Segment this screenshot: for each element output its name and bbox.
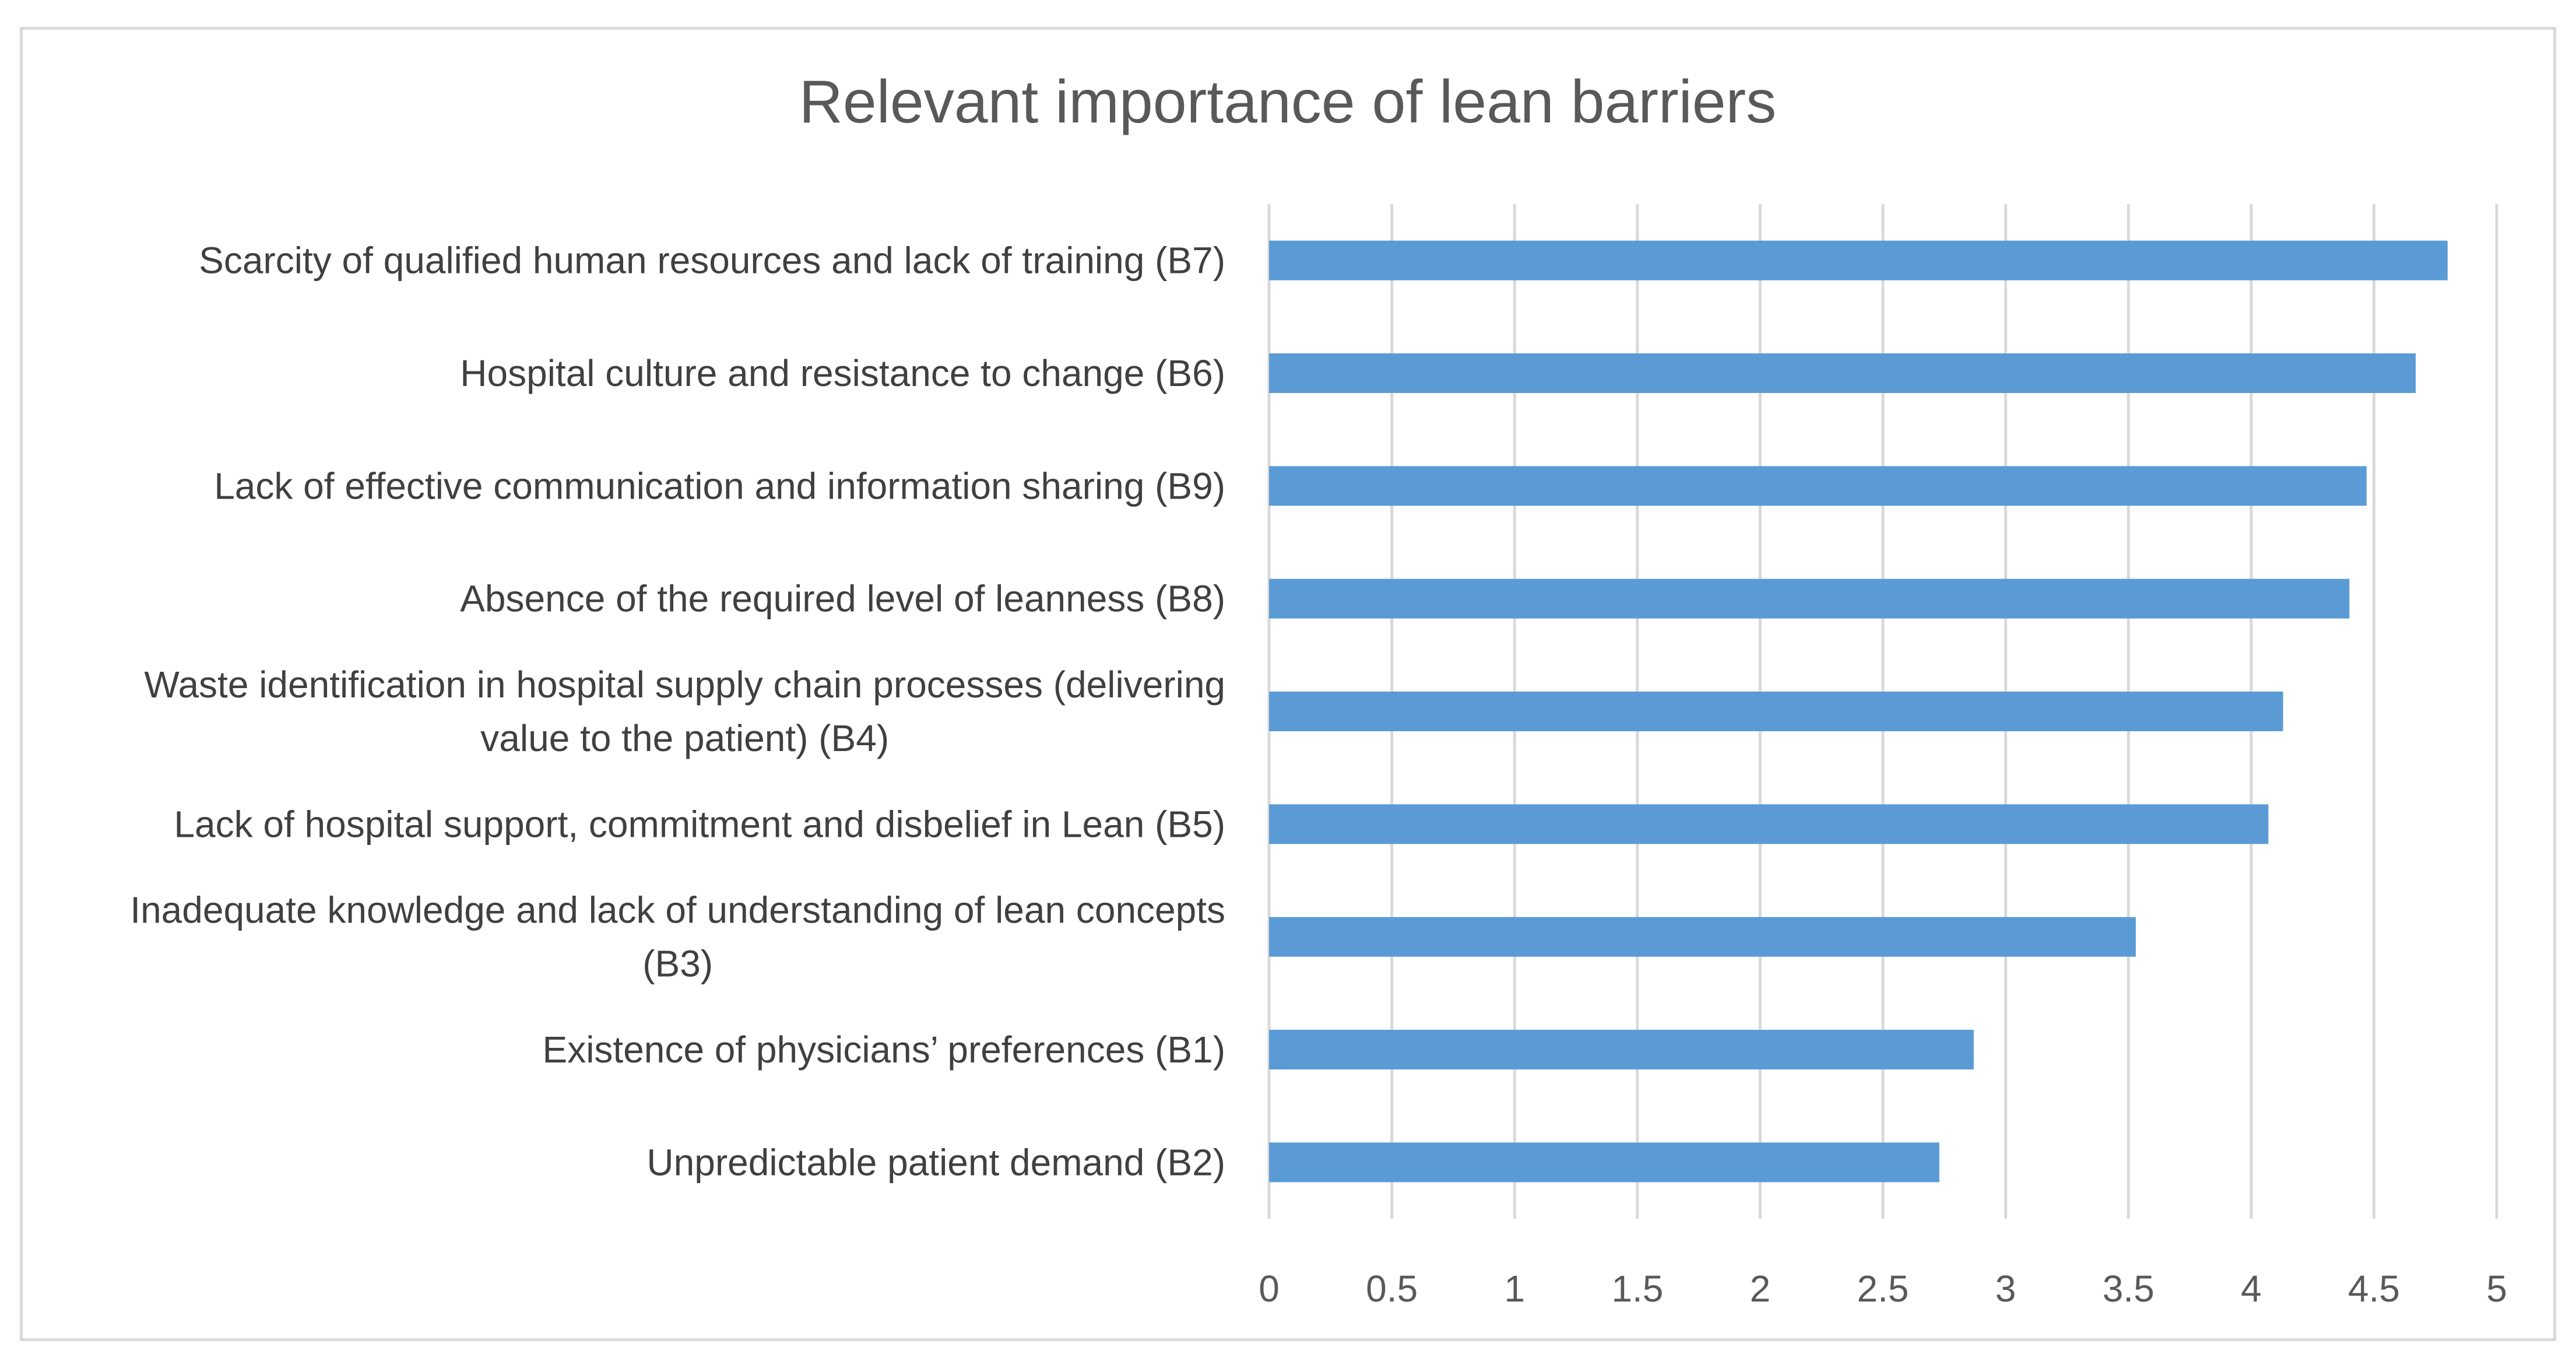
category-label: Lack of hospital support, commitment and… <box>174 803 1225 845</box>
x-tick-label: 0.5 <box>1366 1268 1418 1310</box>
bar <box>1269 917 2136 957</box>
bar <box>1269 466 2367 506</box>
bar <box>1269 578 2350 619</box>
bars <box>1269 240 2448 1183</box>
x-tick-label: 1.5 <box>1611 1268 1663 1310</box>
x-tick-label: 4.5 <box>2348 1268 2400 1310</box>
bar <box>1269 353 2416 393</box>
category-label-line: (B3) <box>642 943 713 985</box>
category-label: Lack of effective communication and info… <box>214 465 1225 507</box>
category-label-line: Absence of the required level of leannes… <box>460 578 1225 620</box>
x-tick-label: 2 <box>1750 1268 1771 1310</box>
category-label: Absence of the required level of leannes… <box>460 578 1225 620</box>
category-label-line: Hospital culture and resistance to chang… <box>460 352 1225 394</box>
bar <box>1269 1142 1939 1183</box>
x-tick-label: 0 <box>1259 1268 1280 1310</box>
x-tick-label: 1 <box>1504 1268 1525 1310</box>
category-label-line: Waste identification in hospital supply … <box>144 664 1225 706</box>
category-label-line: Scarcity of qualified human resources an… <box>199 240 1225 282</box>
category-label: Scarcity of qualified human resources an… <box>199 240 1225 282</box>
category-label-line: Lack of hospital support, commitment and… <box>174 803 1225 845</box>
category-label-line: Inadequate knowledge and lack of underst… <box>130 889 1225 931</box>
category-label: Existence of physicians’ preferences (B1… <box>543 1029 1226 1071</box>
x-tick-label: 2.5 <box>1857 1268 1909 1310</box>
category-labels: Scarcity of qualified human resources an… <box>130 240 1225 1184</box>
category-label: Waste identification in hospital supply … <box>144 664 1225 759</box>
category-label: Inadequate knowledge and lack of underst… <box>130 889 1225 985</box>
x-tick-label: 3 <box>1995 1268 2016 1310</box>
category-label-line: Lack of effective communication and info… <box>214 465 1225 507</box>
bar <box>1269 1030 1974 1069</box>
bar <box>1269 692 2283 731</box>
x-tick-label: 5 <box>2486 1268 2507 1310</box>
x-axis-tick-labels: 0 0.5 1 1.5 2 2.5 3 3.5 4 4.5 5 <box>1259 1268 2507 1310</box>
x-tick-label: 3.5 <box>2103 1268 2155 1310</box>
category-label-line: value to the patient) (B4) <box>480 717 889 759</box>
category-label-line: Unpredictable patient demand (B2) <box>646 1141 1225 1183</box>
category-label: Hospital culture and resistance to chang… <box>460 352 1225 394</box>
category-label-line: Existence of physicians’ preferences (B1… <box>543 1029 1226 1071</box>
chart-title: Relevant importance of lean barriers <box>799 68 1776 136</box>
bar <box>1269 804 2269 844</box>
x-tick-label: 4 <box>2241 1268 2262 1310</box>
category-label: Unpredictable patient demand (B2) <box>646 1141 1225 1183</box>
bar <box>1269 240 2448 280</box>
